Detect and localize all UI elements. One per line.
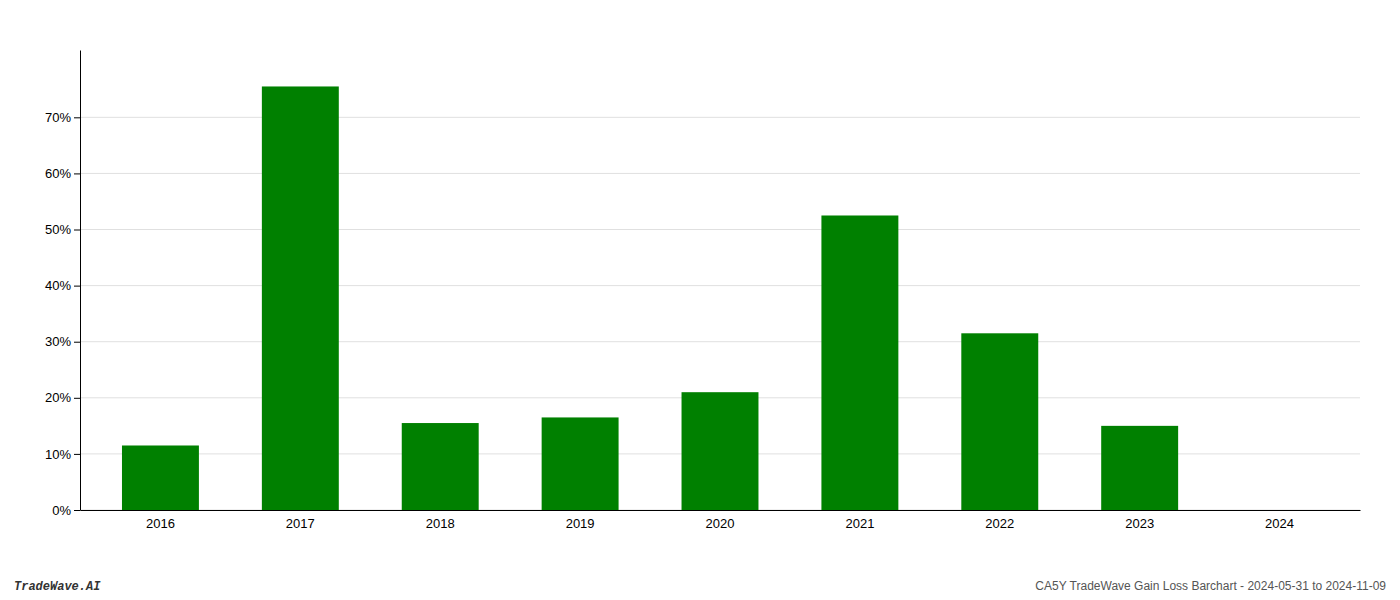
y-tick: 10% bbox=[45, 447, 80, 462]
y-tick-label: 10% bbox=[45, 447, 71, 462]
marks bbox=[122, 86, 1178, 510]
bar bbox=[402, 423, 479, 510]
x-tick-label: 2016 bbox=[146, 516, 175, 531]
x-tick: 2018 bbox=[426, 516, 455, 531]
bar bbox=[821, 215, 898, 510]
x-tick: 2023 bbox=[1125, 516, 1154, 531]
x-tick-label: 2020 bbox=[706, 516, 735, 531]
chart-container: 0%10%20%30%40%50%60%70%20162017201820192… bbox=[0, 0, 1400, 600]
x-tick-label: 2021 bbox=[845, 516, 874, 531]
footer-left: TradeWave.AI bbox=[14, 580, 101, 594]
x-tick-label: 2022 bbox=[985, 516, 1014, 531]
y-tick-mark bbox=[74, 342, 80, 343]
bar bbox=[262, 86, 339, 510]
x-tick-label: 2023 bbox=[1125, 516, 1154, 531]
y-tick: 40% bbox=[45, 278, 80, 293]
y-tick-mark bbox=[74, 117, 80, 118]
x-tick-label: 2018 bbox=[426, 516, 455, 531]
x-tick-label: 2017 bbox=[286, 516, 315, 531]
y-axis: 0% 10% 20% 30% 40% 50% 60% 70% bbox=[45, 51, 81, 518]
y-tick-label: 30% bbox=[45, 334, 71, 349]
y-tick-label: 20% bbox=[45, 390, 71, 405]
bar bbox=[542, 417, 619, 510]
y-tick-label: 60% bbox=[45, 166, 71, 181]
y-axis-line bbox=[80, 51, 81, 511]
bar bbox=[1241, 510, 1318, 511]
x-axis: 2016 2017 2018 2019 2020 2021 2022 2023 2024 bbox=[81, 511, 1361, 532]
plot-area: 0%10%20%30%40%50%60%70%20162017201820192… bbox=[45, 51, 1361, 532]
y-tick-mark bbox=[74, 286, 80, 287]
bar bbox=[122, 445, 199, 510]
bar bbox=[682, 392, 759, 510]
x-tick: 2020 bbox=[706, 516, 735, 531]
y-tick: 70% bbox=[45, 110, 80, 125]
y-tick-label: 50% bbox=[45, 222, 71, 237]
x-tick-label: 2019 bbox=[566, 516, 595, 531]
x-axis-line bbox=[81, 510, 1361, 511]
y-tick: 30% bbox=[45, 334, 80, 349]
x-tick: 2016 bbox=[146, 516, 175, 531]
y-tick-mark bbox=[74, 173, 80, 174]
x-tick: 2022 bbox=[985, 516, 1014, 531]
x-tick: 2024 bbox=[1265, 516, 1294, 531]
footer: TradeWave.AI CA5Y TradeWave Gain Loss Bar… bbox=[14, 579, 1386, 594]
y-tick-mark bbox=[74, 510, 80, 511]
x-tick: 2019 bbox=[566, 516, 595, 531]
bar bbox=[961, 333, 1038, 510]
y-tick: 60% bbox=[45, 166, 80, 181]
x-tick: 2021 bbox=[845, 516, 874, 531]
x-tick-label: 2024 bbox=[1265, 516, 1294, 531]
y-tick-mark bbox=[74, 398, 80, 399]
y-tick-label: 40% bbox=[45, 278, 71, 293]
footer-right: CA5Y TradeWave Gain Loss Barchart - 2024… bbox=[1035, 579, 1386, 593]
y-tick-label: 0% bbox=[52, 503, 71, 518]
y-tick-mark bbox=[74, 230, 80, 231]
y-tick-label: 70% bbox=[45, 110, 71, 125]
x-tick: 2017 bbox=[286, 516, 315, 531]
y-tick: 50% bbox=[45, 222, 80, 237]
y-tick: 20% bbox=[45, 390, 80, 405]
bar bbox=[1101, 426, 1178, 510]
y-tick-mark bbox=[74, 454, 80, 455]
y-tick: 0% bbox=[52, 503, 80, 518]
chart-svg: 0%10%20%30%40%50%60%70%20162017201820192… bbox=[0, 0, 1400, 600]
